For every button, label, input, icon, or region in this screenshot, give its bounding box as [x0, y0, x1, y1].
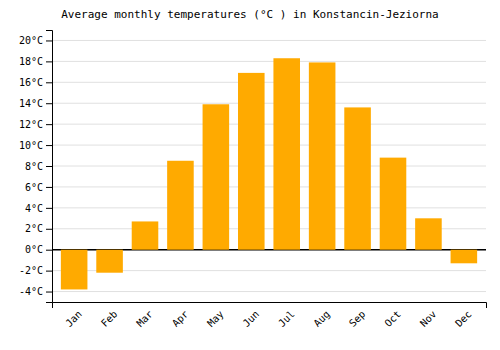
bar: [167, 161, 194, 250]
y-axis: -4°C -2°C 0°C 2°C 4°C 6°C 8°C 10°C 12°C 14°C 16°C 1…: [19, 31, 53, 303]
y-tick: 12°C: [19, 119, 52, 130]
tick-label: Mar: [134, 308, 155, 329]
grid-line: [52, 40, 486, 41]
y-tick: -4°C: [19, 286, 52, 297]
tick-mark: [46, 61, 52, 62]
x-tick: Feb: [99, 308, 120, 329]
bar: [203, 104, 230, 249]
tick-mark: [46, 208, 52, 209]
y-tick: 8°C: [25, 161, 52, 172]
grid: [52, 40, 486, 291]
grid-line: [52, 61, 486, 62]
x-axis: Jan Feb Mar Apr May Jun Jul Aug Sep Oct Nov Dec: [53, 303, 487, 329]
chart-svg: -4°C -2°C 0°C 2°C 4°C 6°C 8°C 10°C 12°C 14°C 16°C 1…: [0, 0, 500, 350]
tick-label: Jun: [241, 308, 262, 329]
x-tick: Jul: [276, 308, 297, 329]
tick-label: 16°C: [19, 77, 43, 88]
tick-label: 4°C: [25, 203, 43, 214]
chart-container: -4°C -2°C 0°C 2°C 4°C 6°C 8°C 10°C 12°C 14°C 16°C 1…: [0, 0, 500, 350]
tick-label: Nov: [418, 308, 439, 329]
bar: [309, 62, 336, 249]
x-tick: Mar: [134, 308, 155, 329]
tick-label: Jan: [63, 308, 84, 329]
bar: [96, 250, 123, 273]
y-tick: 14°C: [19, 98, 52, 109]
bars: [61, 58, 477, 289]
x-tick: Sep: [347, 308, 368, 329]
y-tick: 2°C: [25, 223, 52, 234]
grid-line: [52, 186, 486, 187]
grid-line: [52, 103, 486, 104]
bar: [61, 250, 88, 290]
tick-label: May: [205, 308, 226, 329]
tick-label: 8°C: [25, 161, 43, 172]
x-tick: Dec: [453, 308, 474, 329]
grid-line: [52, 166, 486, 167]
tick-label: Jul: [276, 308, 297, 329]
tick-label: 18°C: [19, 56, 43, 67]
y-tick: 10°C: [19, 140, 52, 151]
tick-mark: [46, 103, 52, 104]
tick-mark: [46, 166, 52, 167]
tick-label: Apr: [170, 308, 191, 329]
grid-line: [52, 291, 486, 292]
tick-mark: [46, 40, 52, 41]
tick-label: Feb: [99, 308, 120, 329]
bar: [238, 73, 265, 250]
bar: [380, 158, 407, 250]
title: Average monthly temperatures (°C ) in Ko…: [61, 8, 439, 21]
y-tick: 20°C: [19, 35, 52, 46]
y-tick: 16°C: [19, 77, 52, 88]
bar: [344, 107, 371, 249]
bar: [132, 221, 159, 249]
tick-mark: [46, 124, 52, 125]
tick-mark: [46, 145, 52, 146]
bar: [415, 218, 442, 249]
tick-label: Oct: [382, 308, 403, 329]
x-tick: Jan: [63, 308, 84, 329]
tick-label: -2°C: [19, 265, 43, 276]
x-tick: Jun: [241, 308, 262, 329]
tick-label: 12°C: [19, 119, 43, 130]
tick-mark: [46, 250, 52, 251]
y-tick: 0°C: [25, 244, 52, 255]
tick-label: 2°C: [25, 223, 43, 234]
tick-label: Aug: [311, 308, 332, 329]
y-tick: -2°C: [19, 265, 52, 276]
axis-domain: [53, 303, 487, 309]
x-tick: Apr: [170, 308, 191, 329]
tick-label: 10°C: [19, 140, 43, 151]
tick-label: 6°C: [25, 182, 43, 193]
tick-mark: [46, 292, 52, 293]
tick-label: 0°C: [25, 244, 43, 255]
grid-line: [52, 124, 486, 125]
bar: [273, 58, 300, 249]
axis-domain: [46, 31, 53, 303]
tick-label: Sep: [347, 308, 368, 329]
tick-label: 14°C: [19, 98, 43, 109]
bar: [451, 250, 478, 264]
tick-mark: [46, 82, 52, 83]
tick-mark: [46, 187, 52, 188]
tick-mark: [46, 271, 52, 272]
y-tick: 18°C: [19, 56, 52, 67]
grid-line: [52, 207, 486, 208]
tick-label: 20°C: [19, 35, 43, 46]
y-tick: 4°C: [25, 203, 52, 214]
grid-line: [52, 145, 486, 146]
x-tick: May: [205, 308, 226, 329]
tick-mark: [46, 229, 52, 230]
y-tick: 6°C: [25, 182, 52, 193]
x-tick: Aug: [311, 308, 332, 329]
grid-line: [52, 82, 486, 83]
x-tick: Oct: [382, 308, 403, 329]
tick-label: -4°C: [19, 286, 43, 297]
tick-label: Dec: [453, 308, 474, 329]
x-tick: Nov: [418, 308, 439, 329]
plot-area: -4°C -2°C 0°C 2°C 4°C 6°C 8°C 10°C 12°C 14°C 16°C 1…: [19, 31, 487, 329]
